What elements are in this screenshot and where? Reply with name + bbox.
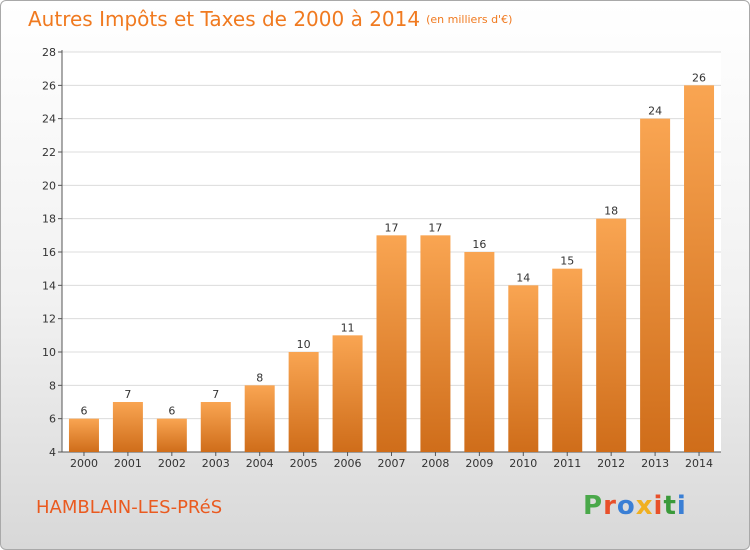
data-label: 6 [80, 405, 87, 418]
y-tick-label: 6 [49, 413, 56, 426]
data-label: 8 [256, 371, 263, 384]
logo-letter: P [583, 491, 604, 521]
logo-letter: r [603, 491, 617, 521]
bar [552, 268, 583, 452]
logo-letter: i [653, 491, 664, 521]
y-tick-label: 14 [42, 279, 56, 292]
chart-title: Autres Impôts et Taxes de 2000 à 2014 (en… [28, 7, 512, 31]
commune-name: HAMBLAIN-LES-PRéS [36, 497, 223, 518]
x-tick-label: 2004 [246, 457, 274, 470]
bar [640, 118, 671, 453]
logo-letter: i [676, 491, 687, 521]
x-tick-label: 2005 [290, 457, 318, 470]
bar [288, 352, 319, 452]
y-tick-label: 8 [49, 379, 56, 392]
x-tick-label: 2009 [465, 457, 493, 470]
y-tick-label: 10 [42, 346, 56, 359]
bar [68, 418, 99, 452]
x-tick-label: 2002 [158, 457, 186, 470]
bar [200, 402, 231, 452]
bar [244, 385, 275, 452]
logo-letter: x [635, 491, 654, 521]
x-tick-label: 2006 [334, 457, 362, 470]
x-tick-label: 2001 [114, 457, 142, 470]
x-tick-label: 2010 [509, 457, 537, 470]
y-tick-label: 26 [42, 79, 56, 92]
data-label: 16 [472, 238, 486, 251]
data-label: 14 [516, 271, 530, 284]
y-tick-label: 24 [42, 113, 56, 126]
bar [464, 252, 495, 452]
x-tick-label: 2000 [70, 457, 98, 470]
bar [376, 235, 407, 452]
proxiti-logo: Proxiti [583, 491, 687, 521]
bar [596, 218, 627, 452]
x-tick-label: 2014 [685, 457, 713, 470]
y-tick-label: 28 [42, 46, 56, 59]
data-label: 17 [428, 221, 442, 234]
chart-title-text: Autres Impôts et Taxes de 2000 à 2014 [28, 7, 421, 31]
bar [112, 402, 143, 452]
y-tick-label: 18 [42, 213, 56, 226]
y-tick-label: 22 [42, 146, 56, 159]
data-label: 7 [212, 388, 219, 401]
y-tick-label: 20 [42, 179, 56, 192]
x-tick-label: 2003 [202, 457, 230, 470]
data-label: 6 [168, 405, 175, 418]
x-tick-label: 2007 [378, 457, 406, 470]
bar [420, 235, 451, 452]
bar [332, 335, 363, 452]
data-label: 18 [604, 205, 618, 218]
data-label: 11 [341, 321, 355, 334]
logo-letter: o [616, 491, 636, 521]
data-label: 24 [648, 105, 662, 118]
logo-letter: t [663, 491, 677, 521]
data-label: 7 [124, 388, 131, 401]
x-tick-label: 2012 [597, 457, 625, 470]
y-tick-label: 16 [42, 246, 56, 259]
data-label: 17 [385, 221, 399, 234]
y-tick-label: 12 [42, 313, 56, 326]
chart-subtitle: (en milliers d'€) [426, 13, 513, 26]
bar [508, 285, 539, 452]
data-label: 10 [297, 338, 311, 351]
x-tick-label: 2013 [641, 457, 669, 470]
data-label: 26 [692, 71, 706, 84]
x-tick-label: 2011 [553, 457, 581, 470]
data-label: 15 [560, 255, 574, 268]
x-tick-label: 2008 [421, 457, 449, 470]
y-tick-label: 4 [49, 446, 56, 459]
bar [684, 85, 715, 452]
bar [156, 418, 187, 452]
